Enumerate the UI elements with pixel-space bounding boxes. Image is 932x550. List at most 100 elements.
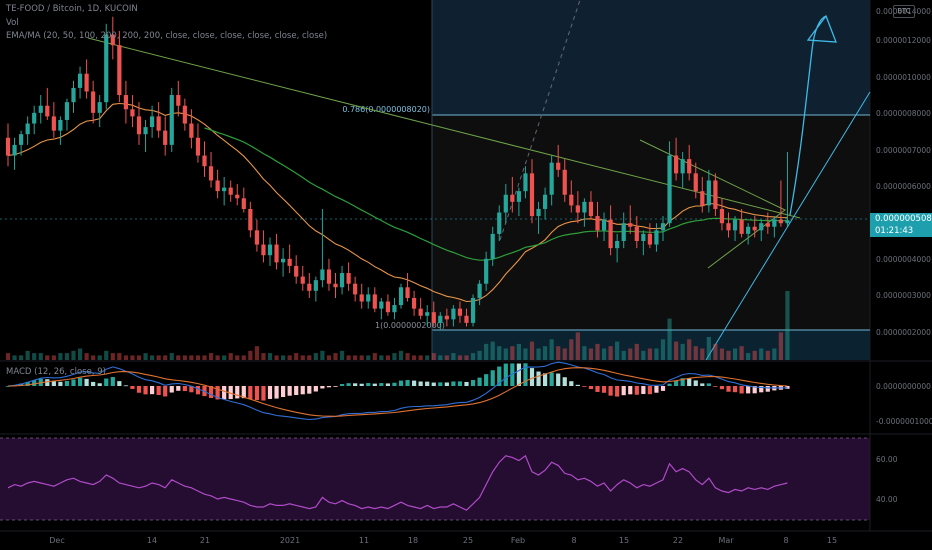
- macd-histogram-bar: [595, 386, 600, 392]
- volume-bar: [608, 346, 613, 360]
- rsi-axis-label: 60.00: [876, 455, 898, 464]
- macd-histogram-bar: [536, 371, 541, 386]
- candle-body: [182, 105, 187, 124]
- candle-body: [5, 137, 11, 156]
- time-axis-label: Mar: [718, 536, 734, 545]
- candle-body: [523, 173, 528, 192]
- time-axis-label: Feb: [511, 536, 525, 545]
- volume-bar: [156, 355, 161, 360]
- volume-bar: [759, 348, 764, 360]
- volume-bar: [529, 341, 535, 360]
- projection-arrow: [789, 15, 837, 216]
- time-axis-label: 22: [673, 536, 683, 545]
- candle-body: [235, 194, 240, 199]
- volume-bar: [706, 337, 711, 360]
- candle-body: [359, 294, 364, 302]
- macd-histogram-bar: [104, 378, 109, 386]
- volume-bar: [313, 353, 318, 360]
- macd-histogram-bar: [615, 386, 620, 397]
- volume-bar: [470, 353, 476, 360]
- candle-body: [477, 283, 482, 298]
- price-axis-label: 0.0000012000: [876, 36, 931, 45]
- volume-bar: [12, 355, 17, 360]
- candle-body: [248, 208, 253, 231]
- macd-histogram-bar: [5, 386, 11, 387]
- volume-bar: [582, 346, 587, 360]
- macd-histogram-bar: [45, 379, 50, 386]
- candle-body: [281, 258, 286, 263]
- price-axis-label: 0.0000008000: [876, 109, 931, 118]
- volume-bar: [647, 348, 652, 360]
- volume-bar: [379, 355, 384, 360]
- macd-histogram-bar: [660, 386, 666, 391]
- candle-body: [739, 219, 744, 234]
- candle-body: [136, 116, 142, 135]
- candle-body: [379, 301, 384, 309]
- macd-histogram-bar: [274, 386, 279, 399]
- volume-bar: [136, 355, 142, 360]
- candle-body: [713, 180, 718, 209]
- candle-body: [772, 219, 777, 227]
- symbol-legend: TE-FOOD / Bitcoin, 1D, KUCOIN: [6, 4, 138, 14]
- candle-body: [333, 283, 338, 288]
- trendline-descending: [87, 37, 801, 219]
- macd-histogram-bar: [425, 381, 430, 386]
- volume-bar: [254, 346, 259, 360]
- volume-bar: [719, 348, 725, 360]
- macd-histogram-bar: [32, 380, 37, 386]
- volume-bar: [58, 353, 63, 360]
- macd-histogram-bar: [307, 386, 312, 394]
- candle-body: [412, 297, 417, 309]
- macd-histogram-bar: [176, 386, 181, 391]
- candle-body: [294, 265, 299, 277]
- candle-body: [12, 144, 17, 156]
- candle-body: [615, 241, 620, 249]
- volume-bar: [464, 355, 469, 360]
- macd-histogram-bar: [398, 380, 404, 386]
- macd-histogram-bar: [261, 386, 266, 401]
- candle-body: [700, 191, 705, 206]
- volume-bar: [294, 353, 299, 360]
- candle-body: [746, 226, 751, 234]
- macd-histogram-bar: [359, 383, 364, 386]
- price-axis-label: 0.0000014000: [876, 7, 931, 16]
- candle-body: [372, 294, 377, 309]
- candle-body: [660, 223, 666, 231]
- macd-histogram-bar: [641, 386, 646, 395]
- currency-badge[interactable]: BTC: [893, 5, 915, 18]
- volume-bar: [431, 353, 436, 360]
- volume-bar: [143, 353, 148, 360]
- volume-bar: [32, 353, 37, 360]
- volume-bar: [615, 341, 620, 360]
- volume-bar: [398, 350, 404, 360]
- volume-bar: [281, 355, 286, 360]
- volume-bar: [176, 355, 181, 360]
- macd-histogram-bar: [156, 386, 161, 396]
- volume-bar: [667, 318, 672, 360]
- candle-body: [674, 155, 679, 174]
- volume-bar: [123, 355, 128, 360]
- candle-body: [366, 294, 371, 302]
- fib-label-0786: 0.786(0.0000008020): [342, 105, 430, 114]
- volume-bar: [778, 332, 783, 360]
- candle-body: [176, 95, 181, 106]
- volume-bar: [739, 346, 744, 360]
- macd-legend: MACD (12, 26, close, 9): [6, 367, 106, 377]
- candle-body: [19, 134, 24, 145]
- volume-bar: [150, 355, 155, 360]
- volume-bar: [785, 291, 790, 360]
- macd-histogram-bar: [490, 370, 495, 386]
- volume-bar: [438, 355, 443, 360]
- volume-bar: [274, 355, 279, 360]
- volume-bar: [228, 353, 233, 360]
- volume-bar: [765, 350, 770, 360]
- macd-histogram-bar: [372, 383, 377, 386]
- macd-histogram-bar: [254, 386, 259, 401]
- volume-bar: [110, 353, 115, 360]
- macd-histogram-bar: [300, 386, 305, 395]
- time-axis-label: 25: [463, 536, 473, 545]
- volume-bar: [543, 346, 548, 360]
- volume-bar: [425, 355, 430, 360]
- macd-histogram-bar: [713, 386, 718, 387]
